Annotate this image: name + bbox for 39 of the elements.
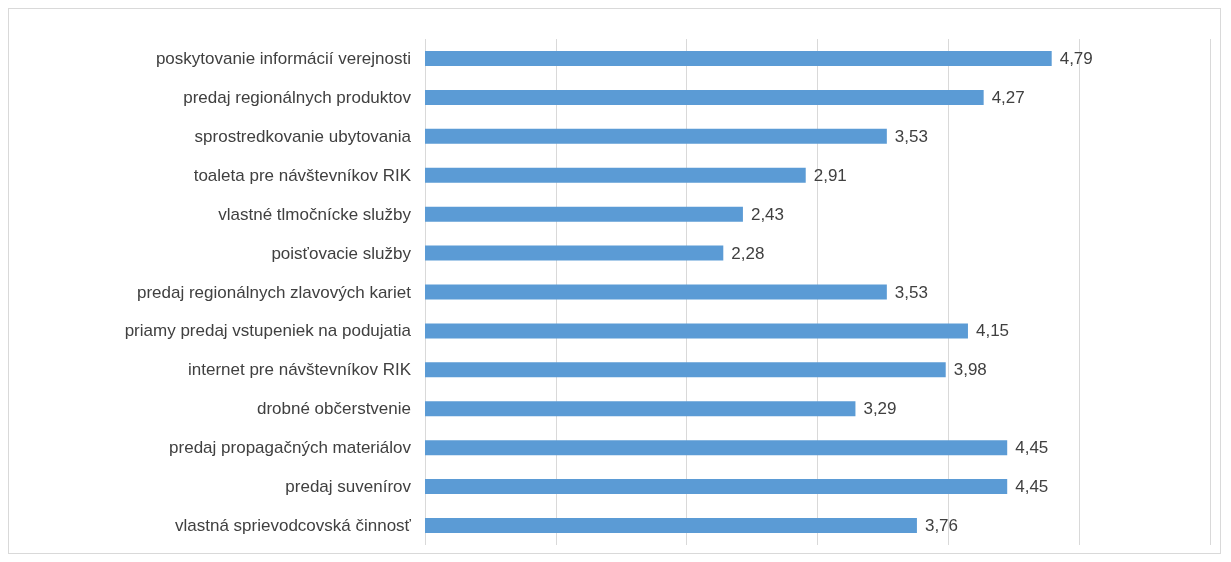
data-label: 3,53 [894, 126, 928, 146]
data-label: 4,15 [975, 321, 1010, 341]
data-label: 3,53 [894, 282, 928, 302]
bar [425, 401, 856, 417]
bar [425, 284, 887, 300]
y-tick-label: poskytovanie informácií verejnosti [155, 48, 411, 68]
bar [425, 167, 806, 183]
bar [425, 50, 1052, 66]
data-label: 4,45 [1015, 477, 1049, 497]
y-tick-label: priamy predaj vstupeniek na podujatia [124, 321, 412, 341]
y-tick-label: poisťovacie služby [271, 243, 412, 263]
bar [425, 128, 887, 144]
y-tick-label: sprostredkovanie ubytovania [194, 126, 412, 146]
data-label: 4,45 [1015, 438, 1049, 458]
data-label: 4,79 [1059, 48, 1093, 68]
bar [425, 479, 1008, 495]
bar [425, 206, 743, 222]
bar [425, 89, 984, 105]
y-tick-label: internet pre návštevníkov RIK [187, 360, 412, 380]
y-tick-label: predaj regionálnych produktov [183, 87, 412, 107]
bar [425, 323, 968, 339]
y-tick-label: vlastná sprievodcovská činnosť [175, 516, 412, 536]
bar [425, 362, 946, 378]
data-label: 2,43 [750, 204, 785, 224]
y-tick-label: predaj regionálnych zlavových kariet [136, 282, 412, 302]
data-label: 3,76 [924, 516, 959, 536]
bar [425, 518, 917, 534]
y-tick-label: drobné občerstvenie [256, 399, 411, 419]
bar [425, 440, 1008, 456]
y-tick-label: toaleta pre návštevníkov RIK [193, 165, 412, 185]
y-tick-label: vlastné tlmočnícke služby [218, 204, 412, 224]
data-label: 2,91 [813, 165, 847, 185]
data-label: 3,98 [953, 360, 987, 380]
y-tick-label: predaj propagačných materiálov [169, 438, 412, 458]
data-label: 3,29 [863, 399, 897, 419]
y-tick-label: predaj suvenírov [285, 477, 412, 497]
data-label: 2,28 [731, 243, 765, 263]
bar [425, 245, 724, 261]
data-label: 4,27 [991, 87, 1025, 107]
